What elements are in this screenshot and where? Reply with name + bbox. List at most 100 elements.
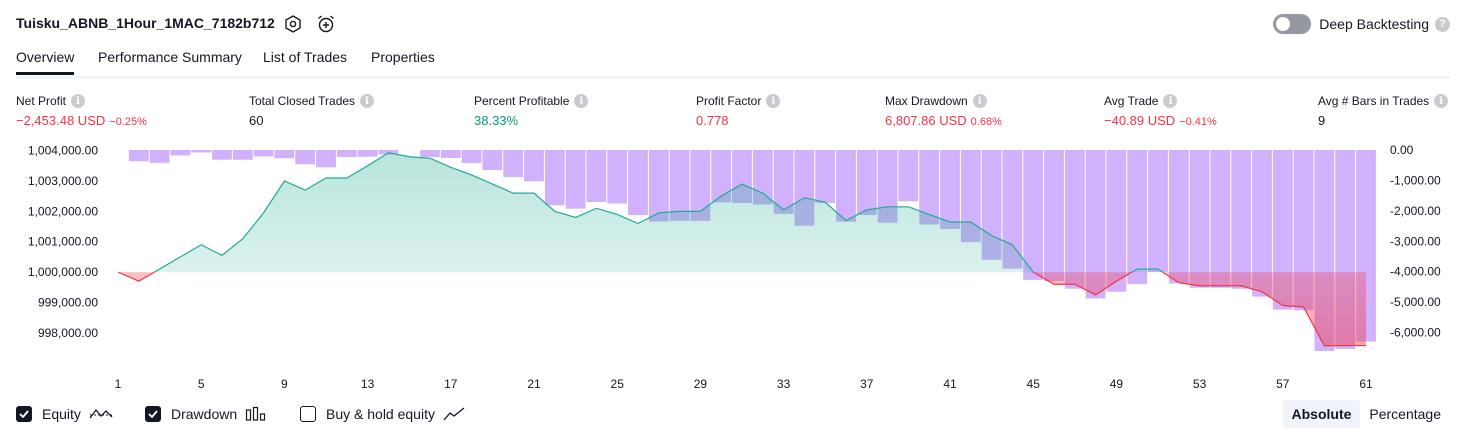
drawdown-bar bbox=[274, 150, 295, 159]
drawdown-bar bbox=[836, 150, 856, 222]
check-icon bbox=[148, 410, 158, 418]
metric-label: Percent Profitable bbox=[474, 94, 570, 108]
drawdown-bar bbox=[898, 150, 919, 202]
metric-percent: −0.25% bbox=[109, 116, 147, 128]
x-tick: 53 bbox=[1193, 377, 1207, 391]
info-icon[interactable]: i bbox=[766, 94, 781, 108]
y-tick-left: 1,001,000.00 bbox=[28, 235, 98, 249]
info-icon[interactable]: i bbox=[71, 94, 86, 108]
equity-checkbox[interactable] bbox=[16, 406, 32, 422]
equity-line bbox=[117, 152, 1366, 347]
drawdown-bar bbox=[253, 150, 274, 157]
info-icon[interactable]: i bbox=[360, 94, 375, 108]
drawdown-bar bbox=[607, 150, 628, 204]
y-tick-right: 0.00 bbox=[1390, 143, 1414, 157]
legend-buy-hold-equity[interactable]: Buy & hold equity bbox=[300, 402, 465, 426]
chart-axes: 1,004,000.00 1,003,000.00 1,002,000.00 1,00… bbox=[28, 143, 1441, 391]
legend-buy-hold-label: Buy & hold equity bbox=[326, 406, 435, 422]
drawdown-bar bbox=[420, 150, 440, 157]
y-tick-left: 1,004,000.00 bbox=[28, 144, 98, 158]
gear-icon[interactable] bbox=[282, 13, 304, 35]
drawdown-bar bbox=[856, 150, 877, 216]
metric-total-closed-trades: Total Closed Trades i 60 bbox=[249, 94, 375, 130]
legend-drawdown[interactable]: Drawdown bbox=[145, 402, 267, 426]
drawdown-bar bbox=[815, 150, 836, 203]
info-icon[interactable]: i bbox=[1163, 94, 1178, 108]
x-tick: 57 bbox=[1276, 377, 1290, 391]
metric-max-drawdown: Max Drawdown i 6,807.86 USD 0.68% bbox=[885, 94, 1002, 130]
drawdown-bar bbox=[212, 150, 232, 160]
drawdown-bar bbox=[711, 150, 732, 203]
drawdown-bar bbox=[1189, 150, 1210, 288]
legend-drawdown-label: Drawdown bbox=[171, 406, 238, 422]
info-icon[interactable]: i bbox=[1434, 94, 1449, 108]
y-tick-right: -6,000.00 bbox=[1390, 326, 1441, 340]
metric-label: Total Closed Trades bbox=[249, 94, 356, 108]
absolute-button[interactable]: Absolute bbox=[1282, 400, 1361, 428]
metric-value: −2,453.48 USD bbox=[16, 113, 106, 128]
drawdown-bar bbox=[565, 150, 586, 209]
chart-legend: Equity Drawdown Buy & hold equity Absolu… bbox=[16, 400, 1450, 428]
drawdown-bar bbox=[1085, 150, 1106, 299]
drawdown-bar bbox=[544, 150, 565, 206]
drawdown-bar bbox=[877, 150, 898, 223]
buy-hold-checkbox[interactable] bbox=[300, 406, 316, 422]
drawdown-bars bbox=[128, 150, 1376, 352]
drawdown-icon bbox=[246, 406, 266, 421]
x-tick: 61 bbox=[1359, 377, 1373, 391]
x-tick: 49 bbox=[1110, 377, 1124, 391]
tab-properties[interactable]: Properties bbox=[371, 49, 435, 65]
drawdown-bar bbox=[648, 150, 669, 222]
deep-backtesting: Deep Backtesting ? bbox=[1273, 12, 1450, 36]
drawdown-bar bbox=[940, 150, 960, 230]
equity-icon bbox=[89, 408, 113, 419]
metric-label: Net Profit bbox=[16, 94, 67, 108]
tab-performance-summary[interactable]: Performance Summary bbox=[98, 49, 242, 65]
drawdown-bar bbox=[295, 150, 316, 165]
y-tick-right: -1,000.00 bbox=[1390, 173, 1441, 187]
drawdown-checkbox[interactable] bbox=[145, 406, 161, 422]
percentage-button[interactable]: Percentage bbox=[1369, 406, 1441, 422]
drawdown-bar bbox=[461, 150, 482, 164]
drawdown-bar bbox=[1002, 150, 1023, 269]
check-icon bbox=[19, 410, 29, 418]
drawdown-bar bbox=[440, 150, 461, 158]
drawdown-bar bbox=[1252, 150, 1272, 297]
drawdown-bar bbox=[1106, 150, 1127, 292]
drawdown-bar bbox=[357, 150, 378, 157]
info-icon[interactable]: i bbox=[972, 94, 987, 108]
alarm-add-icon[interactable] bbox=[315, 13, 337, 35]
drawdown-bar bbox=[1168, 150, 1189, 284]
equity-line-above bbox=[118, 152, 1164, 273]
drawdown-bar bbox=[669, 150, 690, 221]
deep-backtesting-label: Deep Backtesting bbox=[1319, 16, 1429, 32]
info-icon[interactable]: i bbox=[574, 94, 589, 108]
drawdown-bar bbox=[524, 150, 544, 182]
x-tick: 29 bbox=[694, 377, 708, 391]
drawdown-bar bbox=[919, 150, 940, 225]
y-tick-right: -5,000.00 bbox=[1390, 295, 1441, 309]
drawdown-bar bbox=[482, 150, 503, 171]
tab-overview[interactable]: Overview bbox=[16, 49, 75, 75]
drawdown-bar bbox=[1293, 150, 1314, 311]
equity-area-above bbox=[154, 152, 1163, 273]
help-icon[interactable]: ? bbox=[1435, 16, 1450, 32]
drawdown-bar bbox=[1044, 150, 1064, 282]
legend-equity-label: Equity bbox=[42, 406, 81, 422]
deep-backtesting-toggle[interactable] bbox=[1273, 14, 1312, 34]
drawdown-bar bbox=[191, 150, 212, 153]
equity-drawdown-chart[interactable]: 1,004,000.00 1,003,000.00 1,002,000.00 1,00… bbox=[0, 138, 1466, 398]
metric-value: −40.89 USD bbox=[1104, 113, 1176, 128]
metric-value: 6,807.86 USD bbox=[885, 113, 967, 128]
metric-value: 60 bbox=[249, 113, 264, 128]
legend-equity[interactable]: Equity bbox=[16, 402, 113, 426]
equity-area bbox=[118, 152, 1366, 346]
y-tick-left: 1,000,000.00 bbox=[28, 265, 98, 279]
drawdown-bar bbox=[1148, 150, 1168, 272]
y-tick-left: 999,000.00 bbox=[38, 295, 98, 309]
tab-list-of-trades[interactable]: List of Trades bbox=[263, 49, 348, 65]
metric-net-profit: Net Profit i −2,453.48 USD −0.25% bbox=[16, 94, 147, 130]
drawdown-bar bbox=[773, 150, 794, 214]
drawdown-bar bbox=[1064, 150, 1085, 289]
equity-area-below bbox=[118, 272, 1366, 346]
